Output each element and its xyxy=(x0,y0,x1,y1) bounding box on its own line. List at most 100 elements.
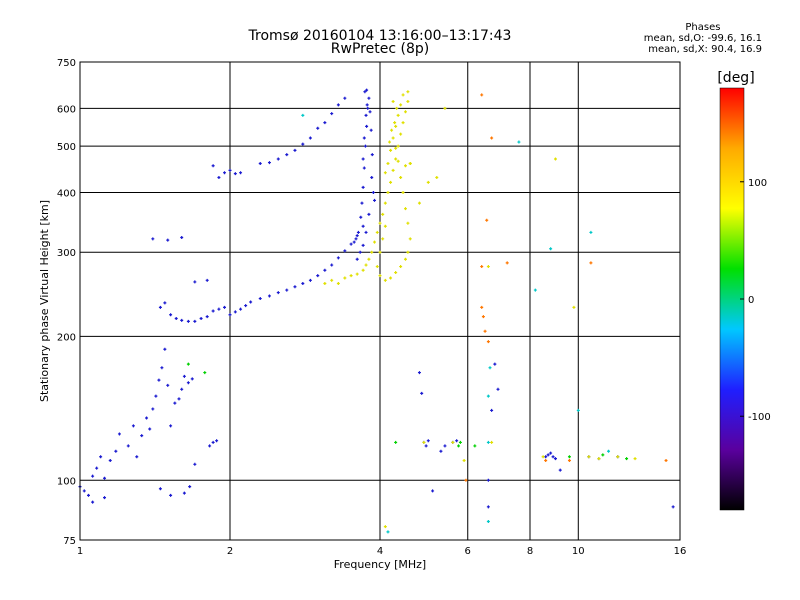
data-point xyxy=(367,96,371,100)
x-tick-label: 10 xyxy=(572,546,585,557)
phase-stats: Phases mean, sd,O: -99.6, 16.1 mean, sd,… xyxy=(644,22,762,55)
data-point xyxy=(551,455,555,459)
data-point xyxy=(486,505,490,509)
data-point xyxy=(394,157,398,161)
data-point xyxy=(293,148,297,152)
data-point xyxy=(480,305,484,309)
data-point xyxy=(546,453,550,457)
data-point xyxy=(323,282,327,286)
data-point xyxy=(480,265,484,269)
data-point xyxy=(205,278,209,282)
data-point xyxy=(493,362,497,366)
data-point xyxy=(267,294,271,298)
phase-stats-x: mean, sd,X: 90.4, 16.9 xyxy=(648,44,762,55)
x-tick-label: 1 xyxy=(77,546,83,557)
data-point xyxy=(399,175,403,179)
data-point xyxy=(403,110,407,114)
x-tick-label: 16 xyxy=(674,546,687,557)
data-point xyxy=(394,440,398,444)
data-point xyxy=(215,439,219,443)
data-point xyxy=(576,408,580,412)
plot-area xyxy=(79,61,681,541)
data-point xyxy=(355,272,359,276)
data-point xyxy=(354,237,358,241)
data-point xyxy=(406,250,410,254)
data-point xyxy=(103,476,107,480)
data-point xyxy=(158,305,162,309)
data-point xyxy=(361,224,365,228)
data-point xyxy=(417,201,421,205)
data-point xyxy=(424,444,428,448)
data-point xyxy=(401,121,405,125)
data-point xyxy=(383,224,387,228)
data-point xyxy=(391,136,395,140)
data-point xyxy=(211,164,215,168)
data-point xyxy=(378,221,382,225)
data-point xyxy=(244,304,248,308)
data-point xyxy=(336,282,340,286)
data-point xyxy=(349,274,353,278)
data-point xyxy=(408,161,412,165)
data-point xyxy=(323,121,327,125)
data-point xyxy=(154,394,158,398)
data-point xyxy=(488,366,492,370)
phase-stats-header: Phases xyxy=(685,22,721,33)
data-point xyxy=(163,301,167,305)
data-point xyxy=(408,237,412,241)
data-point xyxy=(544,455,548,459)
x-tick-label: 4 xyxy=(377,546,383,557)
data-point xyxy=(193,462,197,466)
data-point xyxy=(186,362,190,366)
data-point xyxy=(223,305,227,309)
data-point xyxy=(533,288,537,292)
data-point xyxy=(365,103,369,107)
data-point xyxy=(553,157,557,161)
data-point xyxy=(389,148,393,152)
data-point xyxy=(664,458,668,462)
data-point xyxy=(166,383,170,387)
data-point xyxy=(91,474,95,478)
data-point xyxy=(422,440,426,444)
data-point xyxy=(481,315,485,319)
colorbar-tick-label: 0 xyxy=(748,295,754,306)
data-point xyxy=(169,493,173,497)
data-point xyxy=(383,171,387,175)
data-point xyxy=(95,466,99,470)
data-point xyxy=(364,263,368,267)
data-point xyxy=(349,242,353,246)
data-point xyxy=(394,271,398,275)
y-tick-label: 200 xyxy=(57,332,76,343)
data-point xyxy=(182,491,186,495)
data-point xyxy=(228,313,232,317)
data-point xyxy=(625,457,629,461)
data-point xyxy=(308,278,312,282)
data-point xyxy=(549,451,553,455)
data-point xyxy=(473,444,477,448)
data-point xyxy=(258,161,262,165)
data-point xyxy=(486,340,490,344)
data-point xyxy=(188,485,192,489)
y-tick-label: 500 xyxy=(57,142,76,153)
y-tick-label: 750 xyxy=(57,58,76,69)
data-point xyxy=(394,146,398,150)
data-point xyxy=(361,243,365,247)
data-point xyxy=(182,374,186,378)
data-point xyxy=(330,278,334,282)
data-point xyxy=(553,457,557,461)
data-point xyxy=(426,439,430,443)
data-point xyxy=(486,394,490,398)
data-point xyxy=(396,113,400,117)
data-point xyxy=(352,240,356,244)
data-point xyxy=(86,493,90,497)
colorbar-tick-label: 100 xyxy=(748,178,767,189)
data-point xyxy=(443,106,447,110)
data-point xyxy=(193,319,197,323)
data-point xyxy=(589,230,593,234)
data-point xyxy=(567,458,571,462)
data-point xyxy=(360,201,364,205)
data-point xyxy=(439,449,443,453)
data-point xyxy=(370,250,374,254)
data-point xyxy=(103,496,107,500)
data-point xyxy=(490,440,494,444)
